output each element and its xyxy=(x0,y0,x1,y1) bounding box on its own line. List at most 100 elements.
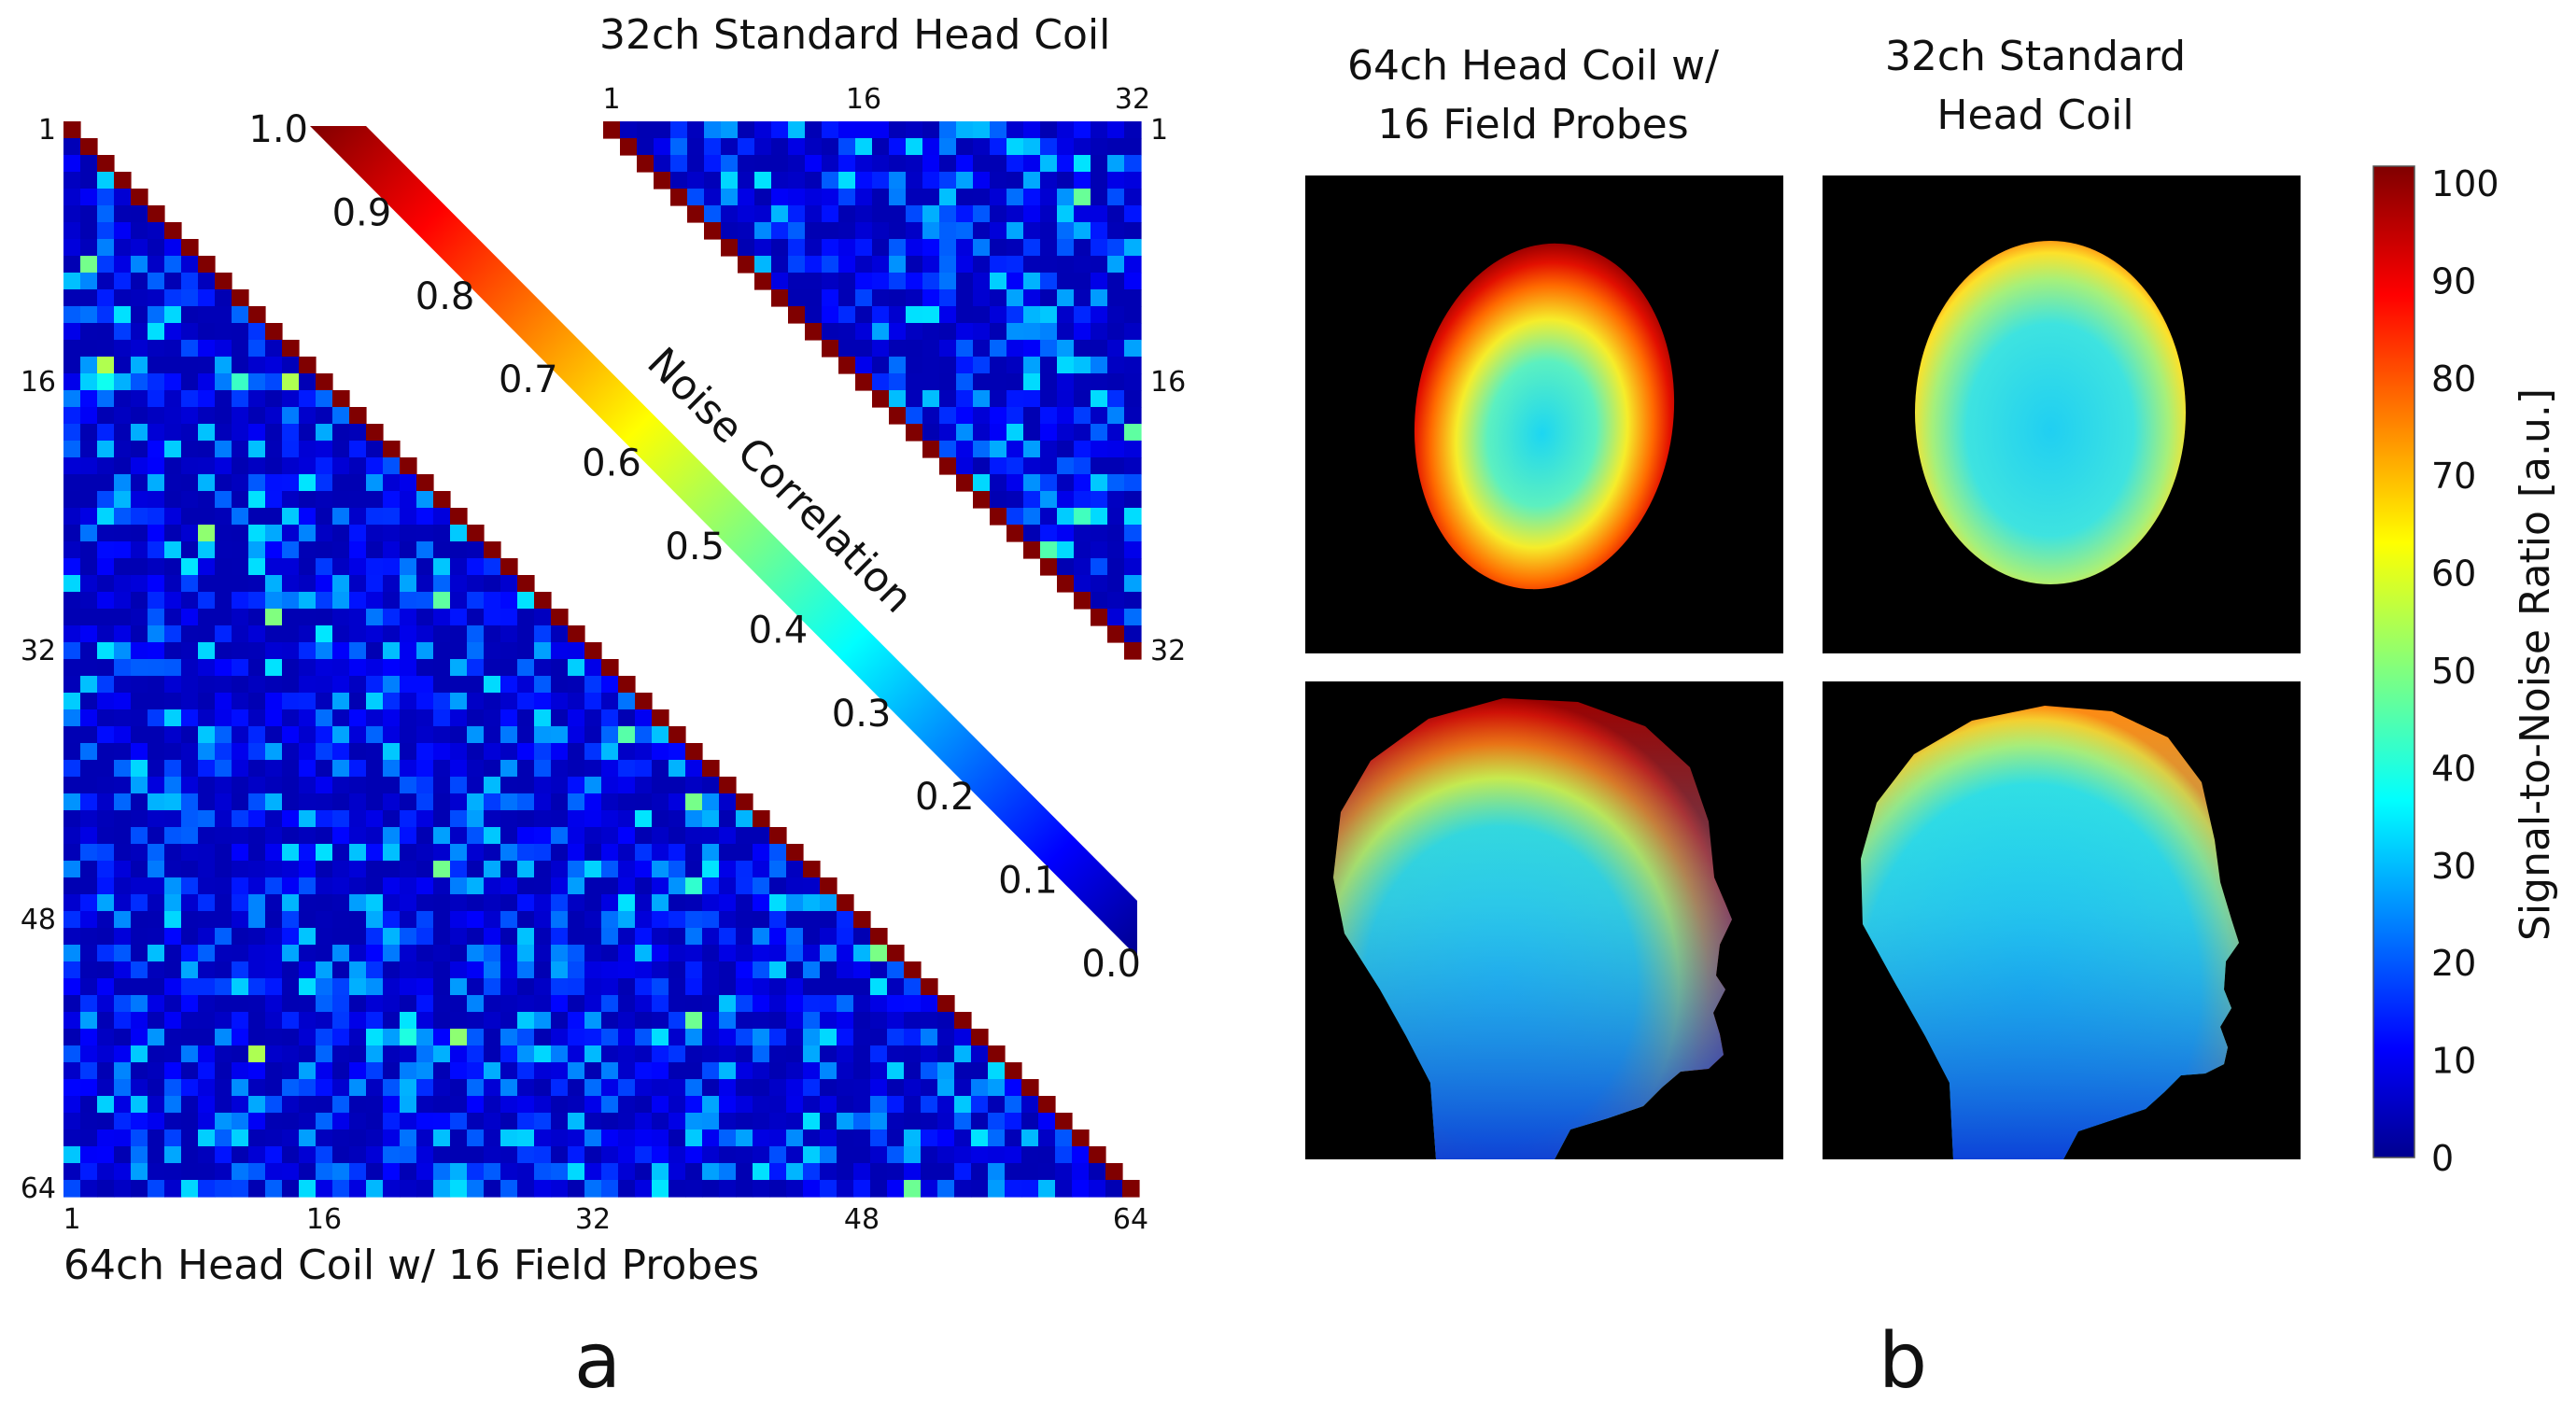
matrix-32ch-cell xyxy=(1006,457,1024,475)
matrix-64ch-cell xyxy=(232,609,249,626)
matrix-64ch-cell xyxy=(198,357,216,374)
matrix-32ch-cell xyxy=(922,256,940,274)
matrix-64ch-cell xyxy=(416,642,434,660)
matrix-64ch-cell xyxy=(753,945,770,962)
matrix-64ch-cell xyxy=(433,575,451,593)
matrix-64ch-cell xyxy=(131,474,148,492)
matrix-64ch-cell xyxy=(349,1163,367,1181)
matrix-64ch-cell xyxy=(265,844,283,862)
matrix-64ch-cell xyxy=(148,1129,165,1147)
matrix-64ch-cell xyxy=(803,1045,821,1063)
matrix-64ch-cell xyxy=(282,961,300,979)
matrix-64ch-cell xyxy=(400,491,417,509)
matrix-64ch-cell xyxy=(433,1045,451,1063)
matrix-64ch-cell xyxy=(803,1062,821,1080)
matrix-32ch-cell xyxy=(1057,407,1075,425)
matrix-64ch-cell xyxy=(332,1029,350,1046)
matrix-64ch-cell xyxy=(517,1045,535,1063)
matrix-64ch-cell xyxy=(181,1029,199,1046)
matrix-32ch-cell xyxy=(956,256,974,274)
matrix-32ch-cell xyxy=(939,424,957,442)
matrix-64ch-cell xyxy=(534,743,552,761)
matrix-64ch-cell xyxy=(80,441,98,458)
matrix-64ch-cell xyxy=(366,441,384,458)
matrix-32ch-cell xyxy=(1040,525,1058,542)
matrix-32ch-cell xyxy=(1107,424,1125,442)
matrix-64ch-cell xyxy=(383,726,401,744)
matrix-64ch-cell xyxy=(450,609,468,626)
matrix-32ch-cell xyxy=(990,474,1007,492)
matrix-64ch-cell xyxy=(97,861,115,878)
matrix-64ch-cell xyxy=(164,726,182,744)
matrix-64ch-cell xyxy=(450,861,468,878)
matrix-64ch-cell xyxy=(131,323,148,341)
matrix-64ch-cell xyxy=(433,1146,451,1164)
matrix-64ch-cell xyxy=(568,1029,585,1046)
matrix-64ch-cell xyxy=(114,793,132,811)
matrix-64ch-cell xyxy=(114,726,132,744)
matrix-64ch-cell xyxy=(534,760,552,778)
matrix-64ch-cell xyxy=(383,911,401,929)
matrix-64ch-cell xyxy=(282,508,300,526)
matrix-64ch-cell xyxy=(232,659,249,677)
matrix-64ch-cell xyxy=(332,609,350,626)
matrix-64ch-cell xyxy=(80,1029,98,1046)
matrix-32ch-cell xyxy=(1006,407,1024,425)
matrix-64ch-cell xyxy=(786,928,804,946)
matrix-64ch-cell xyxy=(282,474,300,492)
matrix-64ch-cell xyxy=(719,810,737,828)
matrix-64ch-cell xyxy=(517,978,535,996)
matrix-64ch-cell xyxy=(433,743,451,761)
matrix-64ch-cell xyxy=(80,995,98,1013)
matrix-64ch-cell xyxy=(299,793,317,811)
matrix-64ch-cell xyxy=(416,726,434,744)
matrix-64ch-cell xyxy=(887,1180,905,1198)
matrix-64ch-cell xyxy=(685,978,703,996)
matrix-64ch-cell xyxy=(416,1113,434,1130)
matrix-64ch-cell xyxy=(131,256,148,274)
matrix-32ch-cell xyxy=(1057,323,1075,341)
matrix-32ch-cell xyxy=(922,289,940,307)
matrix-64ch-cell xyxy=(97,827,115,845)
matrix-64ch-diagonal-cell xyxy=(769,827,787,845)
matrix-32ch-cell xyxy=(1057,525,1075,542)
matrix-64ch-cell xyxy=(248,1029,266,1046)
snr-colorbar-tick: 50 xyxy=(2431,651,2476,692)
matrix-64ch-cell xyxy=(332,827,350,845)
matrix-32ch-cell xyxy=(906,289,923,307)
matrix-64ch-cell xyxy=(500,1012,518,1030)
matrix-32ch-cell xyxy=(872,155,890,173)
matrix-64ch-cell xyxy=(97,222,115,240)
matrix-64ch-cell xyxy=(450,726,468,744)
matrix-32ch-cell xyxy=(1023,357,1041,374)
matrix-64ch-cell xyxy=(114,1012,132,1030)
matrix-64ch-cell xyxy=(584,777,602,794)
matrix-32ch-cell xyxy=(1006,256,1024,274)
matrix-64ch-cell xyxy=(97,1113,115,1130)
matrix-64ch-cell xyxy=(500,676,518,694)
matrix-32ch-cell xyxy=(1124,407,1142,425)
matrix-64ch-cell xyxy=(97,642,115,660)
matrix-32ch-cell xyxy=(889,222,907,240)
matrix-64ch-cell xyxy=(232,793,249,811)
matrix-64ch-cell xyxy=(97,525,115,542)
matrix-32ch-cell xyxy=(838,273,856,290)
matrix-64ch-cell xyxy=(63,760,81,778)
matrix-32ch-cell xyxy=(788,256,806,274)
matrix-64ch-cell xyxy=(181,1163,199,1181)
matrix-64ch-cell xyxy=(887,1113,905,1130)
matrix-64ch-cell xyxy=(669,1180,686,1198)
matrix-32ch-cell xyxy=(906,205,923,223)
matrix-64ch-cell xyxy=(316,642,333,660)
matrix-32ch-cell xyxy=(1124,323,1142,341)
matrix-64ch-cell xyxy=(114,1146,132,1164)
matrix-64ch-diagonal-cell xyxy=(282,340,300,358)
matrix-64ch-cell xyxy=(248,1113,266,1130)
matrix-64ch-cell xyxy=(366,961,384,979)
matrix-64ch-cell xyxy=(887,1062,905,1080)
matrix-64ch-cell xyxy=(316,1180,333,1198)
matrix-64ch-cell xyxy=(232,1113,249,1130)
matrix-64ch-cell xyxy=(97,239,115,257)
matrix-64ch-row-tick: 1 xyxy=(38,114,56,147)
matrix-32ch-cell xyxy=(1124,609,1142,626)
